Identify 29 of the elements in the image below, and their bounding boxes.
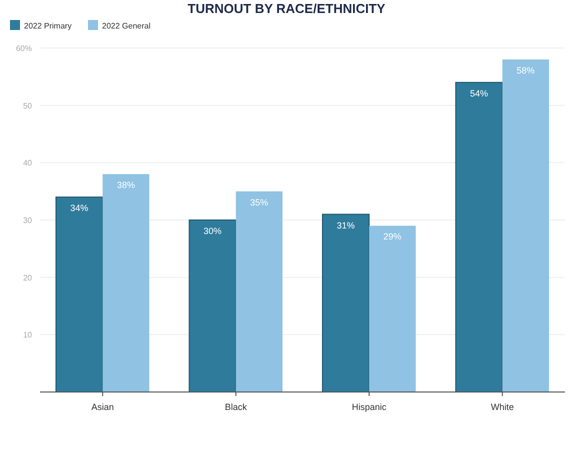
y-tick-label: 20 — [23, 273, 33, 282]
data-label: 31% — [336, 220, 355, 230]
bar — [236, 191, 283, 392]
x-tick-label: Hispanic — [352, 402, 387, 412]
bar — [322, 214, 370, 392]
data-label: 38% — [116, 180, 135, 190]
data-label: 29% — [383, 232, 402, 242]
bar — [369, 226, 416, 392]
data-label: 58% — [516, 65, 535, 76]
bar — [102, 174, 150, 392]
bar — [55, 196, 104, 392]
legend-label: 2022 Primary — [24, 22, 72, 30]
y-tick-label: 50 — [23, 101, 33, 110]
x-tick-label: Asian — [91, 402, 114, 412]
x-tick-label: Black — [224, 402, 248, 412]
data-label: 35% — [250, 197, 268, 208]
data-label: 54% — [470, 88, 488, 98]
y-tick-label: 40 — [23, 158, 33, 168]
y-tick-label: 60% — [16, 44, 32, 53]
data-label: 34% — [70, 203, 88, 214]
bar — [502, 59, 550, 392]
legend-label: 2022 General — [102, 22, 151, 30]
bar — [188, 220, 236, 392]
y-tick-label: 10 — [23, 330, 33, 340]
data-label: 30% — [204, 226, 222, 236]
chart-title: TURNOUT BY RACE/ETHNICITY — [188, 1, 386, 16]
y-tick-label: 30 — [23, 216, 33, 225]
x-tick-label: White — [490, 402, 514, 412]
bar — [455, 82, 503, 392]
